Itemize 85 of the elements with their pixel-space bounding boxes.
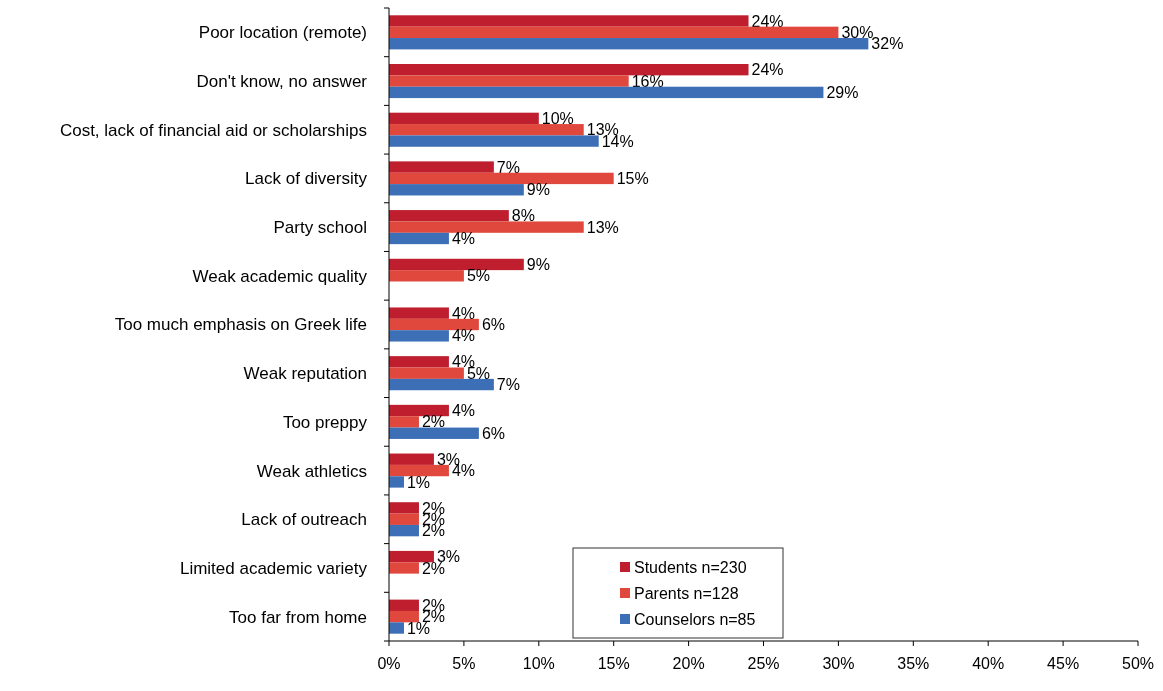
bar — [389, 550, 434, 563]
data-label: 10% — [541, 109, 574, 127]
bar — [389, 622, 404, 634]
x-tick-label: 50% — [1121, 655, 1155, 672]
data-label: 9% — [526, 256, 550, 274]
data-label: 1% — [406, 473, 431, 491]
bar — [389, 464, 449, 477]
y-tick-label: Weak athletics — [256, 461, 367, 481]
bar — [389, 258, 524, 271]
y-tick-label: Limited academic variety — [179, 558, 368, 578]
bar — [389, 64, 749, 76]
bar — [389, 75, 629, 87]
bar — [389, 427, 479, 439]
bar — [389, 135, 599, 147]
bar — [389, 599, 419, 611]
data-label: 6% — [481, 316, 506, 334]
bar — [389, 172, 614, 185]
data-label: 4% — [451, 304, 476, 322]
bar — [389, 232, 449, 245]
bar — [389, 161, 494, 173]
data-label: 4% — [451, 402, 476, 420]
y-tick-label: Don't know, no answer — [196, 71, 368, 91]
x-tick-label: 20% — [672, 655, 705, 672]
y-tick-label: Weak academic quality — [192, 266, 368, 286]
data-label: 5% — [466, 267, 491, 285]
x-tick-label: 0% — [377, 655, 401, 672]
y-tick-label: Too much emphasis on Greek life — [114, 315, 367, 335]
y-tick-label: Too preppy — [282, 412, 368, 432]
bar — [389, 184, 524, 196]
data-label: 4% — [451, 230, 476, 248]
x-tick-label: 5% — [452, 655, 476, 672]
data-label: 4% — [451, 327, 476, 345]
bar — [389, 26, 839, 39]
x-tick-label: 25% — [747, 655, 780, 672]
bar — [389, 502, 419, 514]
data-label: 13% — [586, 218, 619, 236]
bar — [389, 15, 749, 27]
bar — [389, 524, 419, 537]
y-tick-label: Lack of outreach — [241, 510, 367, 530]
x-tick-label: 45% — [1047, 655, 1080, 672]
x-tick-label: 35% — [897, 655, 930, 672]
bar — [389, 270, 464, 282]
x-tick-label: 40% — [972, 655, 1005, 672]
y-tick-label: Party school — [273, 218, 367, 238]
bar — [389, 404, 449, 417]
data-label: 7% — [496, 376, 520, 394]
data-label: 7% — [496, 158, 520, 176]
x-tick-label: 10% — [522, 655, 555, 672]
bar — [389, 38, 869, 50]
x-tick-label: 15% — [597, 655, 630, 672]
bar — [389, 318, 479, 331]
y-tick-label: Too far from home — [229, 607, 367, 627]
y-tick-label: Cost, lack of financial aid or scholarships — [59, 120, 367, 140]
data-label: 15% — [616, 170, 649, 188]
bar — [389, 453, 434, 465]
y-tick-label: Lack of diversity — [245, 169, 368, 189]
bar — [389, 307, 449, 319]
data-label: 9% — [526, 181, 550, 199]
bar — [389, 378, 494, 391]
bar — [389, 562, 419, 574]
data-label: 16% — [631, 72, 664, 90]
bar — [389, 124, 584, 136]
y-tick-label: Poor location (remote) — [198, 23, 367, 43]
bar — [389, 330, 449, 342]
bar — [389, 221, 584, 233]
data-label: 2% — [421, 413, 446, 431]
legend-label: Students n=230 — [634, 558, 747, 576]
bar — [389, 610, 419, 623]
data-label: 24% — [751, 12, 784, 30]
bar — [389, 367, 464, 379]
bar — [389, 356, 449, 368]
bar — [389, 210, 509, 222]
data-label: 29% — [826, 84, 859, 101]
bar — [389, 112, 539, 125]
legend-label: Counselors n=85 — [634, 610, 756, 628]
x-tick-label: 30% — [822, 655, 855, 672]
data-label: 8% — [511, 207, 535, 225]
bar — [389, 86, 824, 99]
bar — [389, 476, 404, 488]
legend-label: Parents n=128 — [634, 584, 739, 602]
bar — [389, 416, 419, 428]
data-label: 6% — [481, 424, 506, 442]
y-tick-label: Weak reputation — [243, 364, 367, 384]
bar — [389, 513, 419, 525]
data-label: 24% — [751, 61, 784, 79]
